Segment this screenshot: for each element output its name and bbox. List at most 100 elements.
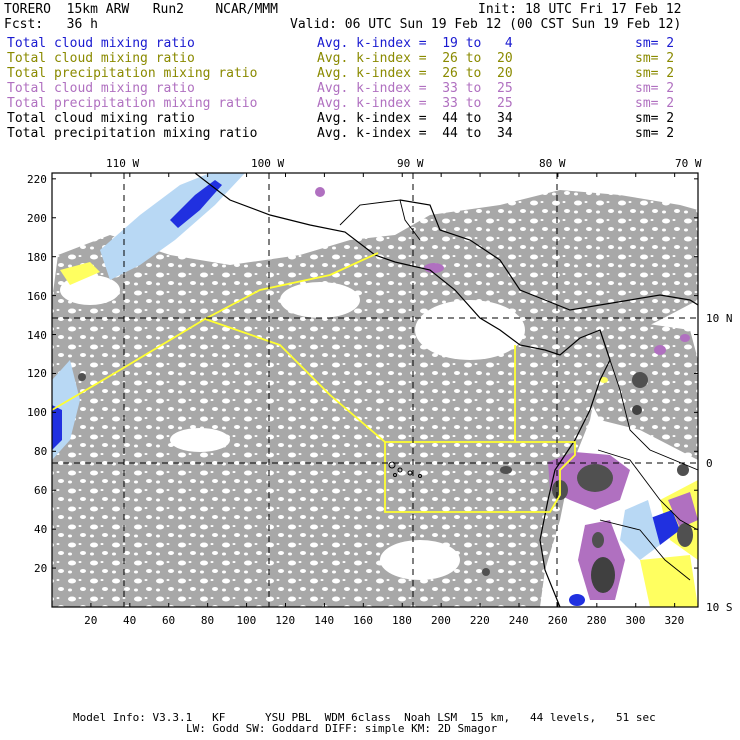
- x-tick-label: 280: [586, 614, 607, 627]
- y-tick-label: 220: [27, 172, 47, 186]
- clear-gap: [280, 282, 360, 318]
- cloud-cell: [680, 334, 690, 342]
- cloud-dark-core: [677, 464, 689, 476]
- cloud-cell: [569, 594, 585, 606]
- cloud-cell: [654, 345, 666, 355]
- x-tick-label: 40: [123, 614, 137, 627]
- legend-avg: Avg. k-index = 44 to 34: [317, 126, 513, 141]
- y-tick-label: 40: [34, 523, 48, 537]
- latitude-label: 10 N: [706, 312, 733, 325]
- cloud-cell: [632, 405, 642, 415]
- longitude-label: 70 W: [675, 157, 702, 170]
- cloud-blue-east: [645, 510, 680, 545]
- latitude-label: 0: [706, 457, 713, 470]
- x-ticks: [90, 173, 676, 607]
- cloud-cell: [482, 568, 490, 576]
- cloud-field-coast: [560, 320, 698, 460]
- x-tick-label: 80: [200, 614, 215, 627]
- cloud-band-blue: [170, 180, 222, 228]
- cloud-cell: [600, 377, 608, 383]
- x-tick-label: 140: [314, 614, 335, 627]
- coastline: [194, 173, 611, 607]
- y-tick-label: 20: [34, 562, 48, 576]
- border: [599, 329, 698, 471]
- legend-sm: sm= 2: [635, 66, 675, 81]
- legend-field: Total cloud mixing ratio: [7, 36, 195, 51]
- y-tick-label: 160: [27, 289, 47, 303]
- longitude-label: 110 W: [106, 157, 140, 170]
- x-tick-label: 100: [236, 614, 257, 627]
- border: [339, 199, 421, 241]
- lat-lon-grid: [52, 173, 698, 607]
- domain-boundary: [52, 252, 576, 513]
- plot-frame: [51, 172, 699, 608]
- clear-gap: [170, 428, 230, 452]
- x-tick-label: 120: [275, 614, 296, 627]
- cloud-dark-core: [591, 557, 615, 593]
- x-tick-label: 260: [547, 614, 568, 627]
- cloud-dark-core: [577, 464, 613, 492]
- model-info: Model Info: V3.3.1 KF YSU PBL WDM 6class…: [73, 711, 656, 724]
- longitude-label: 100 W: [251, 157, 285, 170]
- cloud-yellow-west: [60, 262, 100, 285]
- x-tick-label: 60: [161, 614, 176, 627]
- model-physics: LW: Godd SW: Goddard DIFF: simple KM: 2D…: [186, 722, 498, 735]
- legend-sm: sm= 2: [635, 36, 675, 51]
- x-tick-label: 300: [625, 614, 646, 627]
- legend-field: Total precipitation mixing ratio: [7, 126, 258, 141]
- model-title: TORERO 15km ARW Run2 NCAR/MMM: [4, 2, 278, 17]
- longitude-label: 90 W: [397, 157, 424, 170]
- cloud-cell: [315, 187, 325, 197]
- clear-gap: [415, 300, 525, 360]
- clear-gap: [380, 540, 460, 580]
- y-tick-label: 100: [27, 406, 47, 420]
- cloud-cell: [500, 466, 512, 474]
- legend-sm: sm= 2: [635, 51, 675, 66]
- x-tick-label: 240: [508, 614, 529, 627]
- y-ticks: [52, 178, 698, 569]
- legend-avg: Avg. k-index = 19 to 4: [317, 36, 513, 51]
- legend-field: Total cloud mixing ratio: [7, 51, 195, 66]
- galapagos-islands: [388, 461, 422, 478]
- x-tick-label: 180: [392, 614, 412, 627]
- legend-field: Total cloud mixing ratio: [7, 111, 195, 126]
- legend-sm: sm= 2: [635, 96, 675, 111]
- y-tick-label: 80: [34, 445, 48, 459]
- coastline-caribbean: [399, 199, 698, 311]
- x-tick-label: 160: [353, 614, 373, 627]
- y-tick-label: 60: [34, 484, 48, 498]
- cloud-dark-core: [677, 523, 693, 547]
- cloud-purple-east-edge: [668, 492, 698, 528]
- y-tick-label: 180: [27, 250, 47, 264]
- cloud-cell: [424, 263, 444, 273]
- x-tick-label: 200: [430, 614, 451, 627]
- legend-avg: Avg. k-index = 44 to 34: [317, 111, 513, 126]
- legend-sm: sm= 2: [635, 111, 675, 126]
- y-tick-label: 140: [27, 328, 47, 342]
- y-tick-label: 200: [27, 211, 47, 225]
- plot-area: [52, 173, 698, 607]
- cloud-band-blue-west: [52, 405, 62, 450]
- y-tick-label: 120: [27, 367, 47, 381]
- legend-field: Total cloud mixing ratio: [7, 81, 195, 96]
- legend-sm: sm= 2: [635, 81, 675, 96]
- x-tick-label: 20: [84, 614, 98, 627]
- x-tick-label: 220: [469, 614, 490, 627]
- border: [597, 449, 698, 531]
- forecast-hour: Fcst: 36 h: [4, 17, 98, 32]
- border: [599, 519, 691, 581]
- legend-avg: Avg. k-index = 33 to 25: [317, 81, 513, 96]
- legend-field: Total precipitation mixing ratio: [7, 66, 258, 81]
- cloud-field-main: [52, 190, 698, 607]
- legend-field: Total precipitation mixing ratio: [7, 96, 258, 111]
- legend-avg: Avg. k-index = 33 to 25: [317, 96, 513, 111]
- init-time: Init: 18 UTC Fri 17 Feb 12: [478, 2, 682, 17]
- cloud-cell: [78, 373, 86, 381]
- cloud-dark-core: [592, 532, 604, 548]
- legend-sm: sm= 2: [635, 126, 675, 141]
- valid-time: Valid: 06 UTC Sun 19 Feb 12 (00 CST Sun …: [290, 17, 682, 32]
- legend-avg: Avg. k-index = 26 to 20: [317, 66, 513, 81]
- legend-avg: Avg. k-index = 26 to 20: [317, 51, 513, 66]
- cloud-cell: [632, 372, 648, 388]
